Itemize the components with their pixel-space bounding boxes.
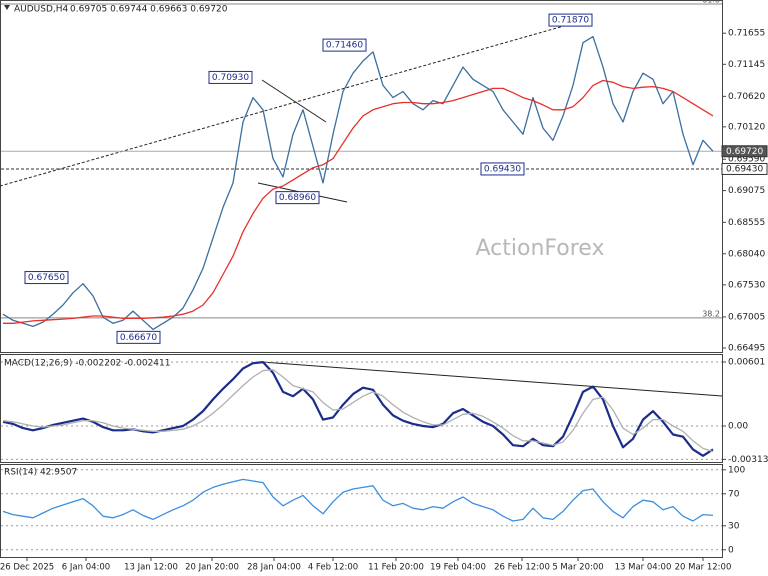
- y-tick-label: 0.70620: [728, 92, 765, 102]
- annotation-label: 0.68960: [279, 193, 316, 203]
- price-line-box: [721, 162, 768, 175]
- annotation-label: 0.67650: [28, 273, 65, 283]
- x-tick-label: 28 Jan 04:00: [247, 563, 301, 573]
- y-tick-label: 30: [728, 521, 740, 531]
- chart-layer: ActionForex AUDUSD,H4 0.69705 0.69744 0.…: [4, 5, 604, 478]
- rsi-title: RSI(14) 42.9507: [4, 468, 77, 478]
- y-tick-label: 0.68040: [728, 249, 765, 259]
- series-line: [3, 79, 714, 324]
- annotation-box: [548, 13, 593, 27]
- macd-title: MACD(12,26,9) -0.002202 -0.002411: [4, 359, 170, 369]
- x-tick-label: 19 Feb 04:00: [430, 563, 486, 573]
- macd-trendline: [261, 361, 723, 397]
- y-tick-label: 0.69075: [728, 186, 765, 196]
- price-line-box: [721, 145, 768, 158]
- x-tick-label: 11 Feb 20:00: [368, 563, 424, 573]
- watermark: ActionForex: [476, 236, 605, 261]
- x-tick-label: 5 Mar 20:00: [552, 563, 603, 573]
- series-line: [2, 35, 714, 331]
- rsi-panel-frame: [0, 464, 723, 558]
- annotation-box: [116, 330, 161, 344]
- triangle-line: [261, 79, 327, 123]
- x-tick-label: 13 Jan 12:00: [124, 563, 178, 573]
- ohlc-values: 0.69705 0.69744 0.69663 0.69720: [70, 5, 228, 15]
- y-tick-label: 0.66495: [728, 344, 765, 354]
- y-tick-label: -0.003135: [728, 455, 768, 465]
- y-tick-label: 0.69590: [728, 155, 765, 165]
- x-tick-label: 4 Feb 12:00: [308, 563, 358, 573]
- series-line: [2, 361, 714, 457]
- price-line-label: 0.69430: [726, 164, 763, 174]
- x-tick-label: 20 Jan 20:00: [185, 563, 239, 573]
- y-tick-label: 0.71655: [728, 29, 765, 39]
- annotation-box: [275, 191, 320, 205]
- annotation-label: 0.71460: [326, 41, 363, 51]
- y-tick-label: 0.00601: [728, 358, 765, 368]
- series-line: [2, 478, 714, 522]
- x-tick-label: 6 Jan 04:00: [62, 563, 110, 573]
- y-tick-label: 0: [728, 545, 734, 555]
- annotation-box: [24, 271, 69, 285]
- fib-label: 38.2: [702, 309, 720, 318]
- annotation-box: [480, 162, 525, 176]
- x-tick-label: 26 Dec 2025: [0, 563, 54, 573]
- y-tick-label: 0.67005: [728, 312, 765, 322]
- y-tick-label: 0.00: [728, 422, 748, 432]
- y-tick-label: 70: [728, 489, 740, 499]
- symbol-title: AUDUSD,H4: [14, 5, 69, 15]
- collapse-icon: [4, 5, 10, 10]
- y-tick-label: 0.71145: [728, 60, 765, 70]
- price-line-label: 0.69720: [726, 147, 763, 157]
- price-panel-frame: [0, 0, 723, 353]
- annotation-label: 0.71870: [552, 16, 589, 26]
- annotation-box: [322, 38, 367, 52]
- x-tick-label: 13 Mar 04:00: [615, 563, 672, 573]
- y-tick-label: 100: [728, 465, 745, 475]
- x-tick-label: 20 Mar 12:00: [675, 563, 732, 573]
- annotation-label: 0.66670: [120, 333, 157, 343]
- macd-panel-frame: [0, 354, 723, 463]
- annotation-box: [208, 70, 253, 84]
- fib-label: 61.8: [702, 0, 720, 5]
- annotation-label: 0.70930: [212, 73, 249, 83]
- y-tick-label: 0.68555: [728, 218, 765, 228]
- annotation-label: 0.69430: [484, 164, 521, 174]
- y-tick-label: 0.67530: [728, 280, 765, 290]
- y-tick-label: 0.70120: [728, 122, 765, 132]
- x-tick-label: 26 Feb 12:00: [494, 563, 550, 573]
- series-line: [2, 368, 714, 453]
